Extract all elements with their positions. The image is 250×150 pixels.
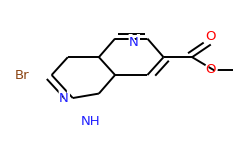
Text: O: O: [204, 27, 218, 45]
Text: N: N: [126, 33, 141, 51]
Text: N: N: [129, 36, 138, 49]
Text: O: O: [204, 61, 218, 79]
Text: N: N: [59, 92, 69, 105]
Text: NH: NH: [80, 115, 100, 128]
Text: N: N: [57, 89, 72, 107]
Text: Br: Br: [11, 66, 33, 84]
Text: NH: NH: [76, 113, 105, 131]
Text: O: O: [206, 30, 216, 43]
Text: O: O: [206, 63, 216, 76]
Text: Br: Br: [14, 69, 29, 81]
